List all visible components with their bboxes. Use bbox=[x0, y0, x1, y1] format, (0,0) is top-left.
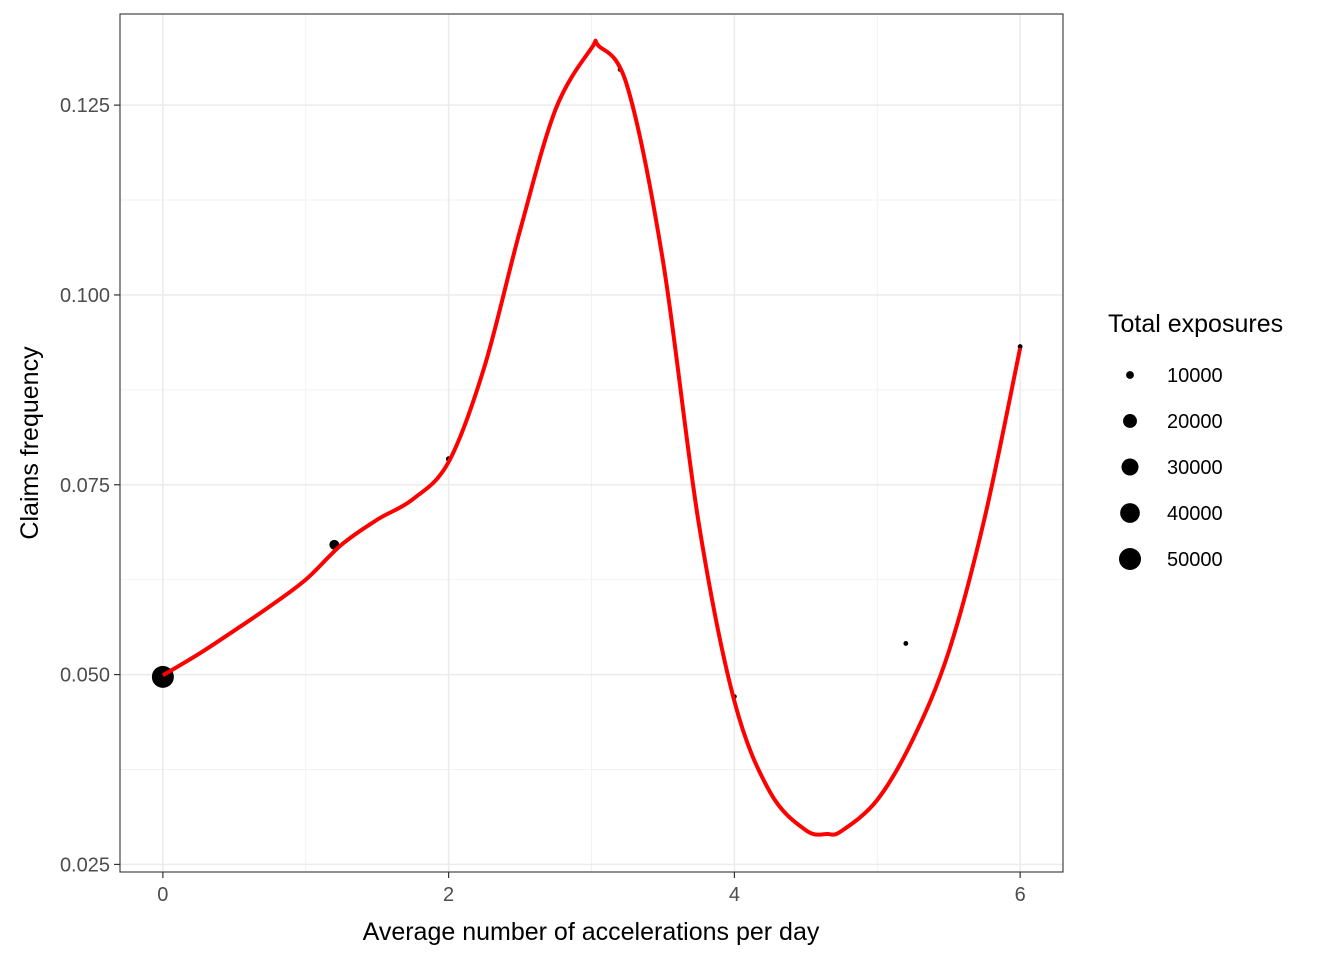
x-tick-label: 0 bbox=[157, 884, 168, 906]
x-tick-label: 2 bbox=[443, 884, 454, 906]
x-axis-ticks: 0 2 4 6 bbox=[157, 872, 1026, 906]
legend-key bbox=[1119, 548, 1141, 570]
data-point bbox=[1017, 344, 1023, 349]
legend-label: 30000 bbox=[1167, 457, 1223, 479]
legend-label: 40000 bbox=[1167, 503, 1223, 525]
legend-title: Total exposures bbox=[1108, 310, 1283, 338]
x-tick-label: 6 bbox=[1015, 884, 1026, 906]
grid-major bbox=[120, 14, 1063, 872]
legend-key bbox=[1126, 371, 1134, 379]
y-tick-label: 0.100 bbox=[60, 285, 110, 307]
legend-label: 10000 bbox=[1167, 365, 1223, 387]
data-point bbox=[903, 641, 909, 646]
x-tick-label: 4 bbox=[729, 884, 740, 906]
legend: Total exposures 10000 20000 30000 40000 5000… bbox=[1108, 310, 1283, 571]
legend-key bbox=[1121, 458, 1139, 476]
y-tick-label: 0.025 bbox=[60, 854, 110, 876]
y-tick-label: 0.050 bbox=[60, 665, 110, 687]
y-tick-label: 0.125 bbox=[60, 95, 110, 117]
legend-label: 50000 bbox=[1167, 549, 1223, 571]
y-axis-title: Claims frequency bbox=[16, 346, 44, 540]
y-tick-label: 0.075 bbox=[60, 475, 110, 497]
legend-label: 20000 bbox=[1167, 411, 1223, 433]
legend-key bbox=[1123, 414, 1137, 428]
smooth-line bbox=[161, 38, 1023, 837]
grid-minor bbox=[120, 14, 1063, 872]
x-axis-title: Average number of accelerations per day bbox=[363, 918, 820, 946]
y-axis-ticks: 0.025 0.050 0.075 0.100 0.125 bbox=[60, 95, 120, 876]
panel-border bbox=[119, 13, 1064, 873]
legend-key bbox=[1120, 503, 1140, 523]
